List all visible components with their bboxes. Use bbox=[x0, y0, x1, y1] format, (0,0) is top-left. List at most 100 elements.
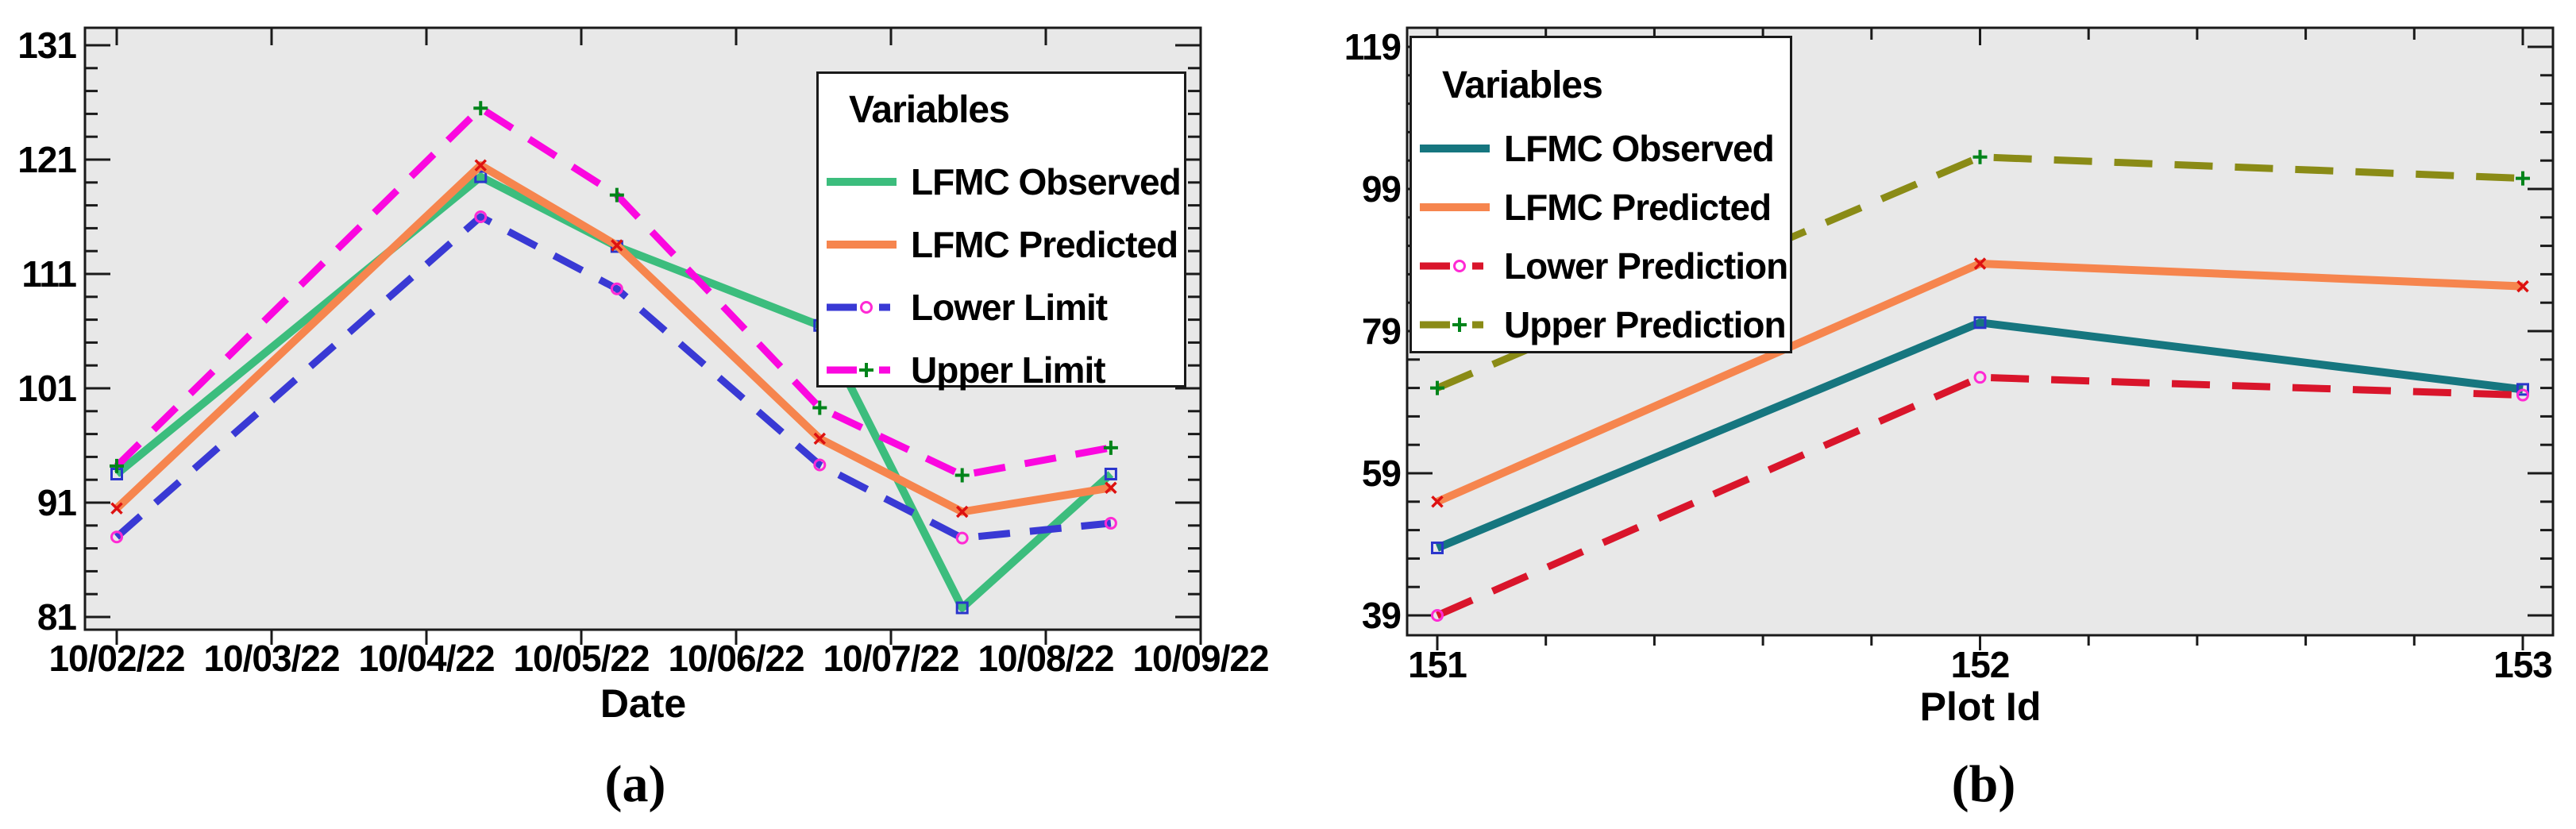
legend-item: Upper Prediction bbox=[1418, 303, 1787, 347]
legend-swatch-solid-line bbox=[1420, 145, 1490, 152]
circle-marker bbox=[860, 301, 873, 314]
x-marker bbox=[813, 432, 827, 445]
legend-a: Variables LFMC Observed LFMC Predicted Low… bbox=[816, 71, 1186, 391]
legend-title-a: Variables bbox=[849, 89, 1010, 131]
plus-marker bbox=[110, 458, 124, 473]
y-tick-label: 59 bbox=[1361, 453, 1402, 494]
plus-marker bbox=[1452, 318, 1467, 332]
y-tick-label: 99 bbox=[1361, 168, 1402, 210]
chart-panel-b: Plot Id Variables LFMC Observed LFMC Pred… bbox=[1288, 0, 2576, 829]
subfigure-caption-b: (b) bbox=[1951, 755, 2016, 813]
y-tick-label: 79 bbox=[1361, 310, 1402, 352]
series-line-upper-limit bbox=[114, 104, 1112, 479]
x-tick-label: 10/06/22 bbox=[668, 638, 804, 679]
plus-marker bbox=[859, 363, 873, 377]
legend-item-label: LFMC Observed bbox=[1504, 128, 1775, 169]
circle-marker bbox=[474, 210, 488, 223]
plus-marker bbox=[1972, 149, 1988, 164]
x-tick-label: 10/07/22 bbox=[823, 638, 959, 679]
x-tick-label: 10/04/22 bbox=[358, 638, 495, 679]
x-marker bbox=[1431, 495, 1444, 508]
x-axis-title-b: Plot Id bbox=[1919, 684, 2042, 729]
legend-item: LFMC Predicted bbox=[1418, 185, 1787, 229]
y-tick-label: 119 bbox=[1344, 26, 1402, 67]
legend-title-b: Variables bbox=[1442, 64, 1603, 106]
x-tick-label: 10/03/22 bbox=[203, 638, 340, 679]
x-axis-title-a: Date bbox=[600, 681, 687, 726]
legend-item-label: Upper Limit bbox=[911, 349, 1106, 391]
y-tick-label: 81 bbox=[37, 596, 77, 638]
x-marker bbox=[1973, 257, 1987, 270]
subfigure-caption-a: (a) bbox=[604, 755, 666, 813]
chart-panel-a: Date Variables LFMC Observed LFMC Predict… bbox=[17, 25, 1269, 813]
x-tick-label: 152 bbox=[1950, 644, 2011, 685]
circle-marker bbox=[2516, 388, 2529, 402]
legend-swatch-dashed-line bbox=[1420, 318, 1483, 332]
square-marker bbox=[1104, 468, 1117, 480]
circle-marker bbox=[610, 282, 623, 295]
series-line-lower-limit bbox=[114, 213, 1112, 542]
legend-swatch-solid-line bbox=[827, 241, 897, 249]
plus-marker bbox=[812, 400, 827, 415]
legend-item-label: LFMC Predicted bbox=[911, 224, 1178, 265]
x-marker bbox=[1105, 481, 1117, 495]
y-tick-label: 39 bbox=[1361, 595, 1402, 636]
plot-frame bbox=[83, 26, 1202, 631]
plus-marker bbox=[473, 101, 488, 116]
legend-swatch-dashed-line bbox=[827, 301, 890, 314]
legend-item-label: Upper Prediction bbox=[1504, 304, 1787, 345]
x-tick-label: 10/09/22 bbox=[1132, 638, 1269, 679]
y-tick-label: 131 bbox=[17, 25, 77, 66]
legend-item: LFMC Predicted bbox=[825, 222, 1181, 267]
plus-marker bbox=[2516, 171, 2530, 186]
series-line-lower-prediction bbox=[1436, 373, 2524, 619]
y-tick-label: 121 bbox=[17, 139, 77, 180]
x-marker bbox=[110, 502, 123, 515]
x-tick-label: 153 bbox=[2493, 644, 2553, 685]
circle-marker bbox=[955, 531, 969, 545]
legend-b: Variables LFMC Observed LFMC Predicted Low… bbox=[1409, 36, 1792, 353]
plus-marker bbox=[1103, 440, 1118, 455]
plus-marker bbox=[1430, 380, 1444, 395]
plus-marker bbox=[609, 187, 624, 202]
plus-marker bbox=[954, 468, 970, 483]
legend-swatch-solid-line bbox=[1420, 203, 1490, 211]
legend-item: Lower Limit bbox=[825, 285, 1181, 330]
legend-item: Lower Prediction bbox=[1418, 244, 1788, 288]
circle-marker bbox=[110, 530, 123, 544]
legend-swatch-dashed-line bbox=[1420, 260, 1483, 272]
x-marker bbox=[2516, 280, 2529, 293]
x-tick-label: 10/02/22 bbox=[48, 638, 185, 679]
legend-item: LFMC Observed bbox=[1418, 126, 1787, 171]
x-marker bbox=[611, 239, 623, 252]
circle-marker bbox=[813, 458, 827, 472]
legend-item-label: Lower Prediction bbox=[1504, 245, 1788, 287]
square-marker bbox=[955, 601, 969, 615]
plot-frame bbox=[1406, 26, 2555, 637]
y-tick-label: 111 bbox=[21, 253, 77, 295]
legend-item: LFMC Observed bbox=[825, 160, 1182, 204]
circle-marker bbox=[1431, 609, 1444, 622]
y-tick-label: 91 bbox=[37, 482, 77, 523]
circle-marker bbox=[1104, 516, 1117, 530]
series-line-lfmc-predicted bbox=[114, 161, 1112, 516]
x-tick-label: 10/05/22 bbox=[513, 638, 650, 679]
legend-item: Upper Limit bbox=[825, 348, 1181, 392]
y-tick-label: 101 bbox=[17, 368, 77, 409]
circle-marker bbox=[1453, 260, 1466, 272]
x-marker bbox=[474, 159, 487, 172]
legend-item-label: Lower Limit bbox=[911, 287, 1108, 328]
square-marker bbox=[1431, 541, 1444, 554]
legend-item-label: LFMC Predicted bbox=[1504, 187, 1772, 228]
legend-swatch-dashed-line bbox=[827, 363, 890, 377]
x-marker bbox=[955, 505, 969, 519]
x-tick-label: 151 bbox=[1408, 644, 1467, 685]
square-marker bbox=[474, 170, 488, 183]
legend-swatch-solid-line bbox=[827, 178, 897, 186]
square-marker bbox=[2516, 383, 2529, 396]
circle-marker bbox=[1973, 371, 1987, 384]
square-marker bbox=[1973, 316, 1987, 330]
series-line-lfmc-observed bbox=[1436, 318, 2524, 552]
legend-item-label: LFMC Observed bbox=[911, 161, 1182, 202]
